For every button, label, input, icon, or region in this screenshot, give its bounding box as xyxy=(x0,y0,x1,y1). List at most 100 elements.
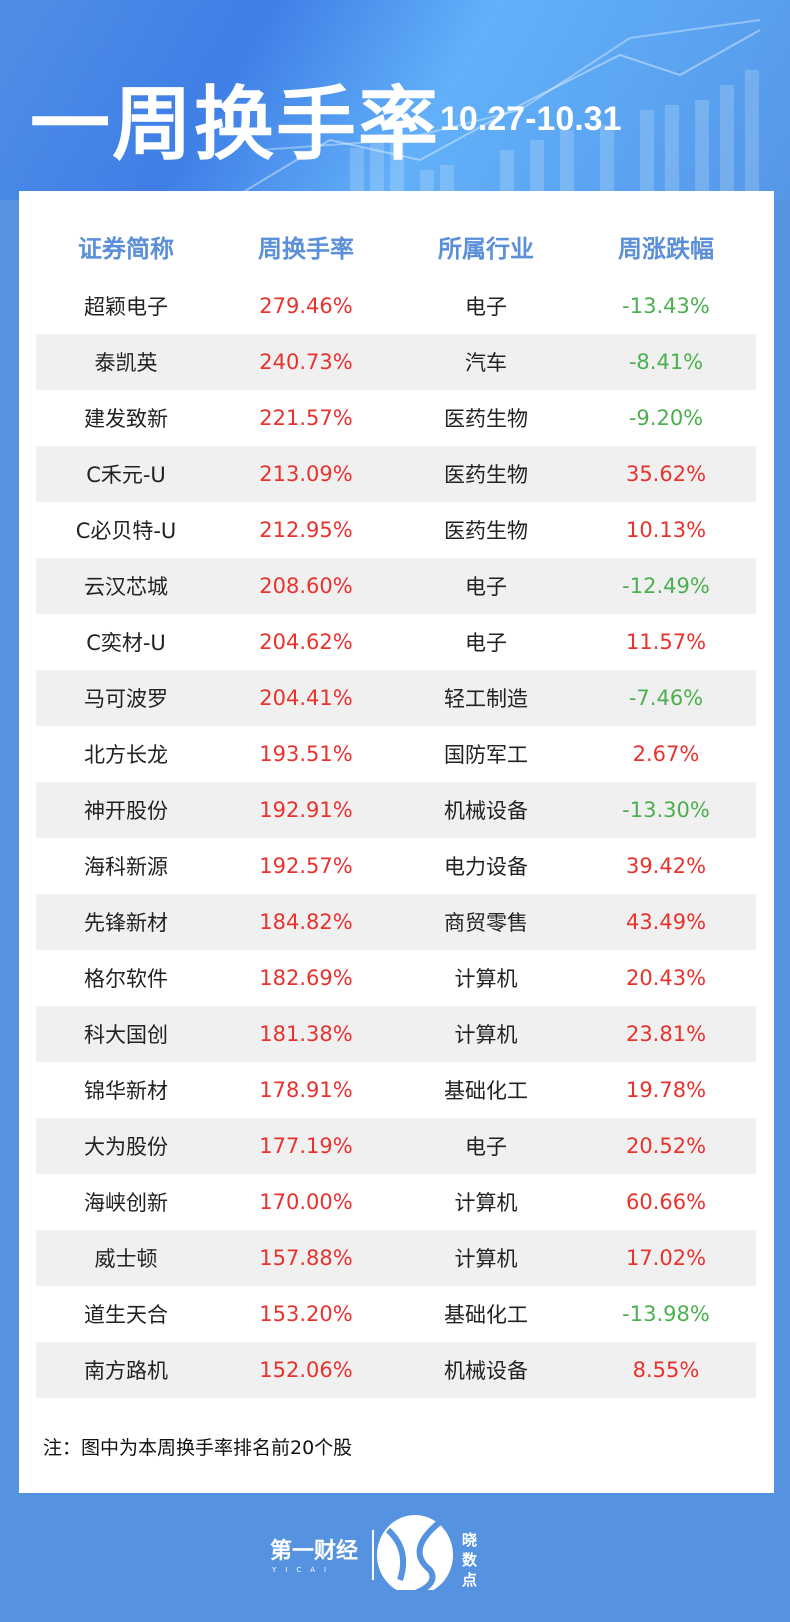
column-header-name: 证券简称 xyxy=(78,235,174,263)
stock-name: C奕材-U xyxy=(86,631,166,655)
industry: 电力设备 xyxy=(444,855,528,879)
date-range: 10.27-10.31 xyxy=(440,100,622,138)
turnover-rate: 184.82% xyxy=(259,910,353,934)
table-row: 北方长龙 193.51% 国防军工 2.67% xyxy=(36,726,756,782)
turnover-rate: 177.19% xyxy=(259,1134,353,1158)
stock-name: 科大国创 xyxy=(84,1023,168,1047)
turnover-rate: 192.57% xyxy=(259,854,353,878)
weekly-change: 43.49% xyxy=(625,910,707,934)
weekly-change: -13.98% xyxy=(622,1302,710,1326)
table-row: 海科新源 192.57% 电力设备 39.42% xyxy=(36,838,756,894)
footer-logos: 第一财经 YICAI 晓 数 点 xyxy=(270,1510,520,1598)
column-header-industry: 所属行业 xyxy=(438,235,534,263)
stock-name: 超颖电子 xyxy=(84,295,168,319)
industry: 国防军工 xyxy=(444,743,528,767)
weekly-change: 19.78% xyxy=(625,1078,707,1102)
industry: 机械设备 xyxy=(444,799,528,823)
weekly-change: 17.02% xyxy=(625,1246,707,1270)
weekly-change: 2.67% xyxy=(632,742,700,766)
weekly-change: 39.42% xyxy=(625,854,707,878)
stock-name: C必贝特-U xyxy=(75,519,177,543)
stock-name: 海峡创新 xyxy=(84,1191,168,1215)
turnover-rate: 221.57% xyxy=(259,406,353,430)
table-row: 格尔软件 182.69% 计算机 20.43% xyxy=(36,950,756,1006)
turnover-rate: 240.73% xyxy=(259,350,353,374)
table-row: 大为股份 177.19% 电子 20.52% xyxy=(36,1118,756,1174)
ranking-table-card: 证券简称 周换手率 所属行业 周涨跌幅 超颖电子 279.46% 电子 -13.43%… xyxy=(19,191,774,1493)
weekly-change: -7.46% xyxy=(628,686,704,710)
stock-name: 格尔软件 xyxy=(84,967,168,991)
stock-name: 先锋新材 xyxy=(84,911,168,935)
stock-name: 泰凯英 xyxy=(94,351,158,375)
industry: 电子 xyxy=(465,1135,507,1159)
weekly-change: -13.43% xyxy=(622,294,710,318)
turnover-rate: 157.88% xyxy=(259,1246,353,1270)
industry: 商贸零售 xyxy=(444,911,528,935)
turnover-rate: 213.09% xyxy=(259,462,353,486)
weekly-change: 11.57% xyxy=(625,630,707,654)
industry: 计算机 xyxy=(454,967,518,991)
table-row: 海峡创新 170.00% 计算机 60.66% xyxy=(36,1174,756,1230)
turnover-rate: 193.51% xyxy=(259,742,353,766)
table-row: 威士顿 157.88% 计算机 17.02% xyxy=(36,1230,756,1286)
hero-banner: 一周换手率 10.27-10.31 xyxy=(0,0,790,200)
turnover-rate: 170.00% xyxy=(259,1190,353,1214)
table-row: 神开股份 192.91% 机械设备 -13.30% xyxy=(36,782,756,838)
table-row: 道生天合 153.20% 基础化工 -13.98% xyxy=(36,1286,756,1342)
stock-name: 威士顿 xyxy=(94,1247,158,1271)
industry: 机械设备 xyxy=(444,1359,528,1383)
table-row: 南方路机 152.06% 机械设备 8.55% xyxy=(36,1342,756,1398)
table-row: 锦华新材 178.91% 基础化工 19.78% xyxy=(36,1062,756,1118)
weekly-change: -8.41% xyxy=(628,350,704,374)
chart-decoration xyxy=(229,19,761,200)
stock-name: C禾元-U xyxy=(86,463,166,487)
weekly-change: -9.20% xyxy=(628,406,704,430)
stock-name: 北方长龙 xyxy=(84,743,168,767)
weekly-change: -13.30% xyxy=(622,798,710,822)
industry: 轻工制造 xyxy=(444,687,528,711)
stock-name: 神开股份 xyxy=(84,799,168,823)
table-row: 云汉芯城 208.60% 电子 -12.49% xyxy=(36,558,756,614)
svg-text:YICAI: YICAI xyxy=(271,1566,335,1574)
industry: 医药生物 xyxy=(444,407,528,431)
stock-name: 建发致新 xyxy=(84,407,168,431)
weekly-change: 20.43% xyxy=(625,966,707,990)
turnover-rate: 208.60% xyxy=(259,574,353,598)
weekly-change: 20.52% xyxy=(625,1134,707,1158)
column-header-turnover: 周换手率 xyxy=(258,235,354,263)
industry: 电子 xyxy=(465,575,507,599)
stock-name: 道生天合 xyxy=(84,1303,168,1327)
column-header-change: 周涨跌幅 xyxy=(618,235,714,263)
turnover-rate: 204.41% xyxy=(259,686,353,710)
table-row: C禾元-U 213.09% 医药生物 35.62% xyxy=(36,446,756,502)
svg-text:数: 数 xyxy=(462,1551,478,1569)
turnover-rate: 182.69% xyxy=(259,966,353,990)
stock-name: 马可波罗 xyxy=(84,687,168,711)
table-row: 泰凯英 240.73% 汽车 -8.41% xyxy=(36,334,756,390)
industry: 基础化工 xyxy=(444,1079,528,1103)
turnover-rate: 204.62% xyxy=(259,630,353,654)
industry: 电子 xyxy=(465,295,507,319)
industry: 计算机 xyxy=(454,1247,518,1271)
turnover-rate: 152.06% xyxy=(259,1358,353,1382)
turnover-rate: 279.46% xyxy=(259,294,353,318)
stock-name: 海科新源 xyxy=(84,855,168,879)
industry: 医药生物 xyxy=(444,463,528,487)
table-header: 证券简称 周换手率 所属行业 周涨跌幅 xyxy=(36,227,756,271)
industry: 电子 xyxy=(465,631,507,655)
stock-name: 大为股份 xyxy=(84,1135,168,1159)
svg-text:晓: 晓 xyxy=(462,1531,477,1549)
turnover-rate: 192.91% xyxy=(259,798,353,822)
weekly-change: 8.55% xyxy=(632,1358,700,1382)
table-row: 马可波罗 204.41% 轻工制造 -7.46% xyxy=(36,670,756,726)
industry: 计算机 xyxy=(454,1191,518,1215)
table-row: 先锋新材 184.82% 商贸零售 43.49% xyxy=(36,894,756,950)
weekly-change: 23.81% xyxy=(625,1022,707,1046)
svg-text:点: 点 xyxy=(462,1571,477,1589)
table-row: C奕材-U 204.62% 电子 11.57% xyxy=(36,614,756,670)
stock-name: 云汉芯城 xyxy=(84,575,168,599)
industry: 医药生物 xyxy=(444,519,528,543)
industry: 基础化工 xyxy=(444,1303,528,1327)
footnote: 注：图中为本周换手率排名前20个股 xyxy=(43,1437,353,1459)
weekly-change: 10.13% xyxy=(625,518,707,542)
